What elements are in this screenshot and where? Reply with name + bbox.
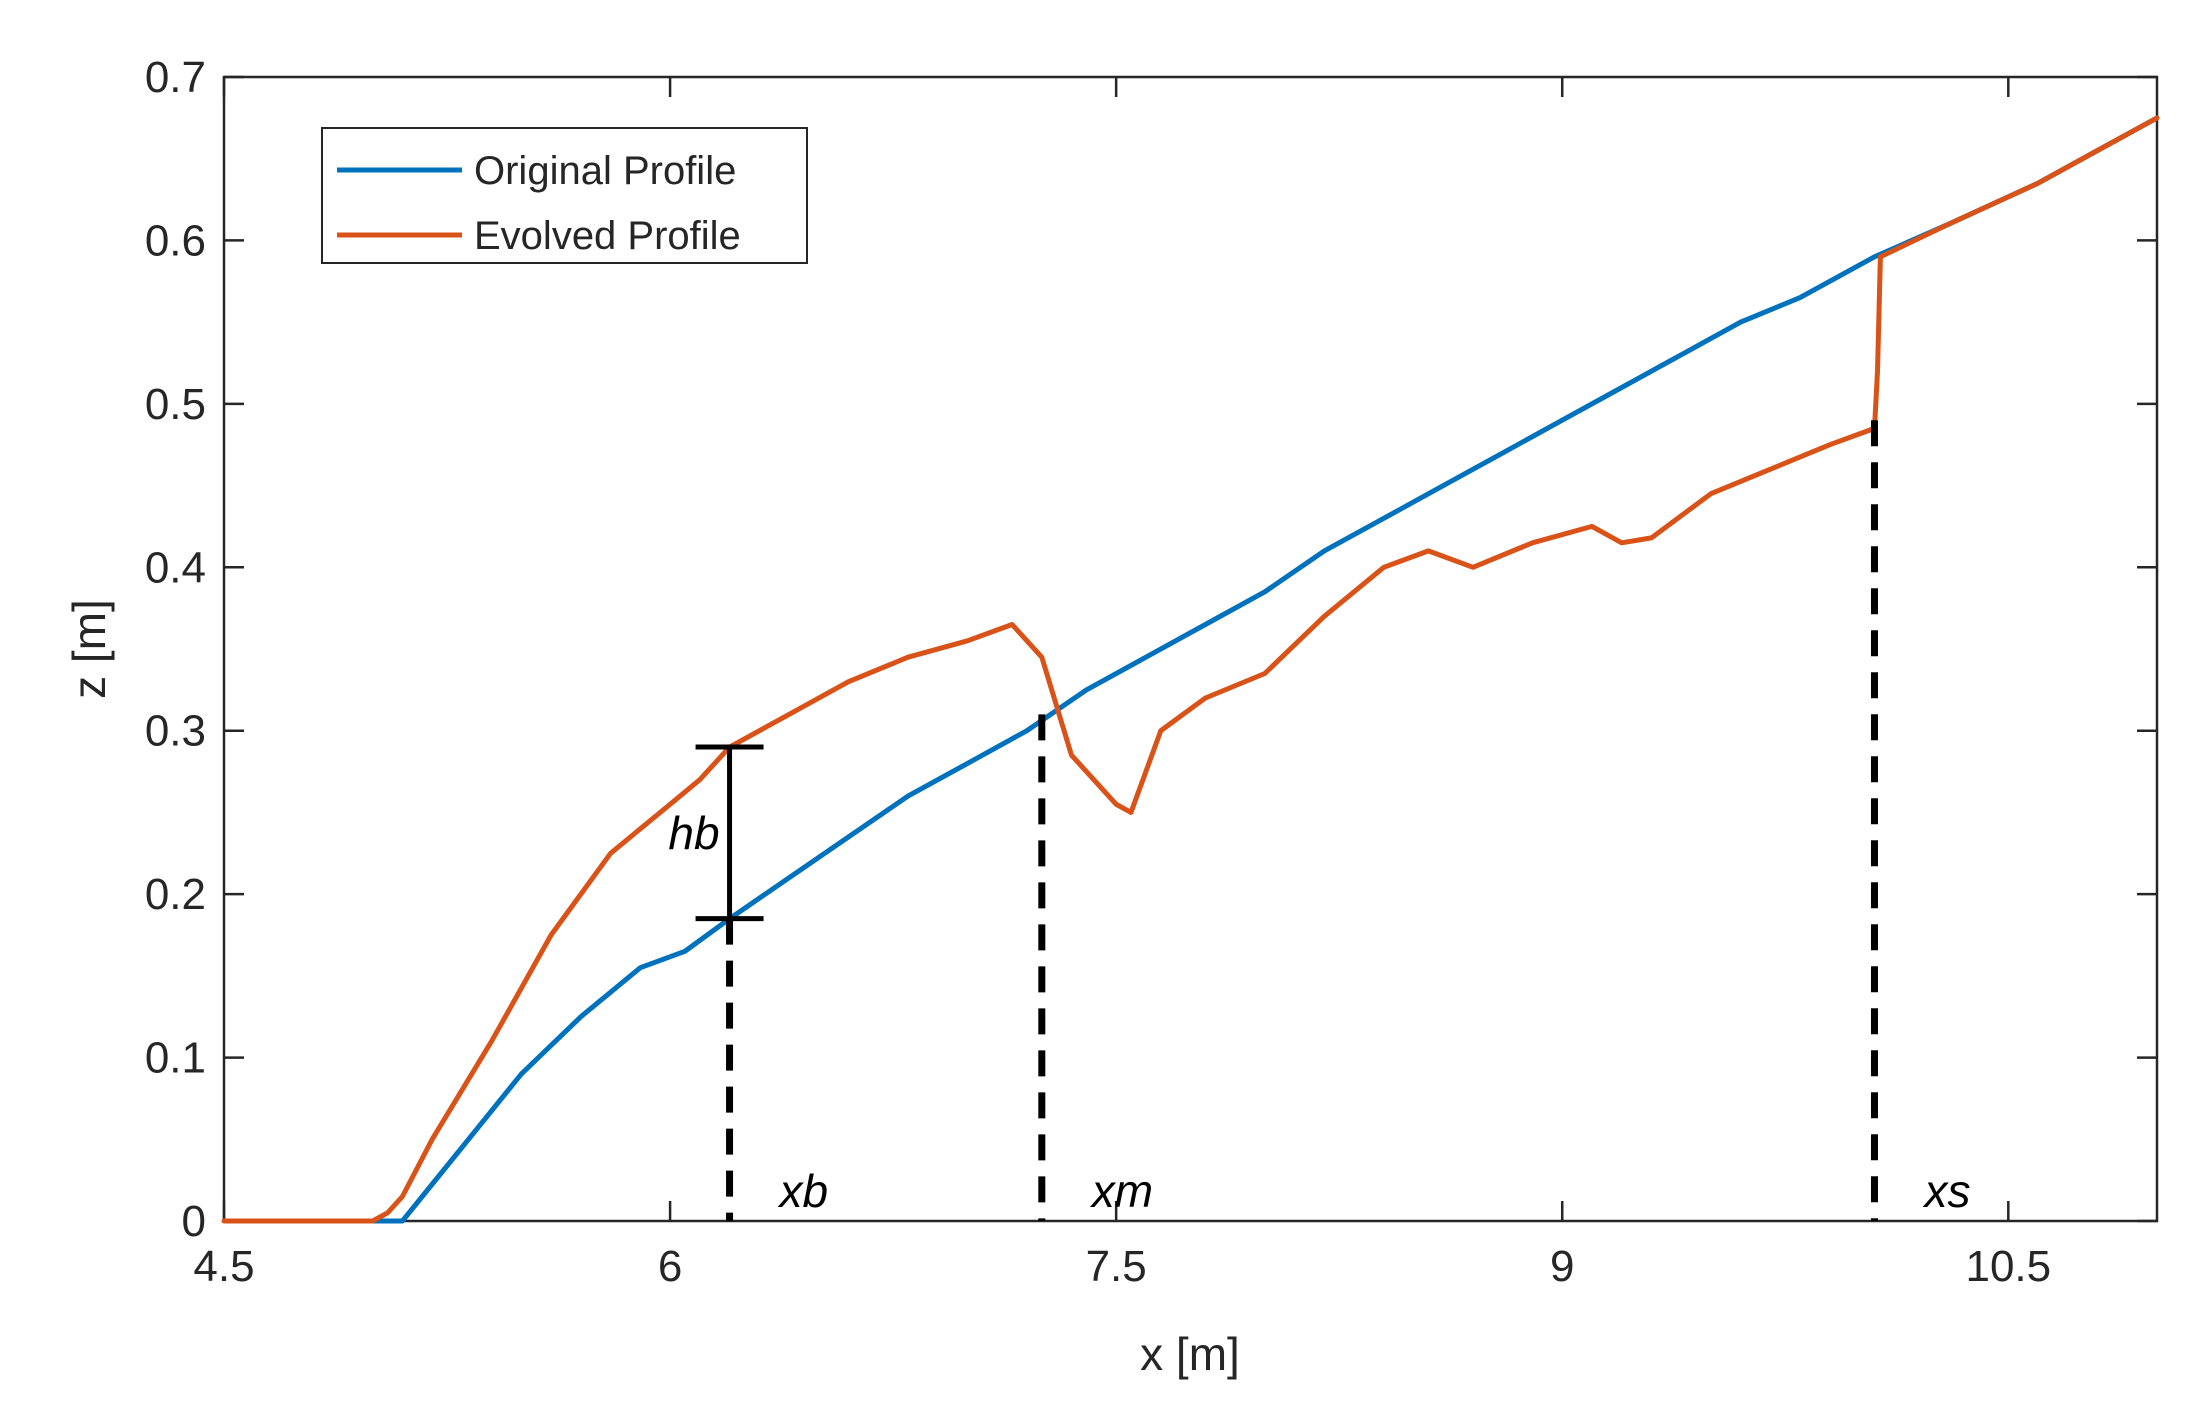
plot-area	[222, 75, 2159, 1223]
x-tick-label: 6	[658, 1242, 682, 1291]
x-tick-label: 7.5	[1086, 1242, 1147, 1291]
y-tick-label: 0.1	[145, 1034, 206, 1083]
y-tick-label: 0.2	[145, 870, 206, 919]
xb-label: xb	[778, 1165, 829, 1217]
legend-label-original: Original Profile	[474, 149, 736, 193]
series-line-original	[370, 115, 2160, 1224]
y-tick-label: 0.6	[145, 216, 206, 265]
y-tick-label: 0	[182, 1197, 206, 1246]
hb-label: hb	[668, 807, 719, 859]
annotation-layer: hb xb xm xs	[668, 420, 1970, 1221]
legend-box	[321, 127, 808, 264]
y-ticks: 0 0.1 0.2 0.3 0.4 0.5 0.6 0.7	[145, 53, 2157, 1246]
x-ticks: 4.5 6 7.5 9 10.5	[193, 77, 2051, 1291]
legend: Original Profile Evolved Profile	[321, 127, 808, 264]
y-tick-label: 0.7	[145, 53, 206, 102]
x-tick-label: 9	[1550, 1242, 1574, 1291]
x-axis-label: x [m]	[1140, 1328, 1240, 1380]
series-line-evolved	[221, 115, 2160, 1224]
x-tick-label: 10.5	[1965, 1242, 2051, 1291]
y-axis-label: z [m]	[63, 599, 115, 699]
xs-label: xs	[1922, 1165, 1970, 1217]
series-layer	[221, 115, 2160, 1224]
legend-label-evolved: Evolved Profile	[474, 214, 741, 258]
y-tick-label: 0.5	[145, 380, 206, 429]
y-tick-label: 0.3	[145, 707, 206, 756]
xm-label: xm	[1090, 1165, 1153, 1217]
y-tick-label: 0.4	[145, 543, 206, 592]
x-tick-label: 4.5	[193, 1242, 254, 1291]
